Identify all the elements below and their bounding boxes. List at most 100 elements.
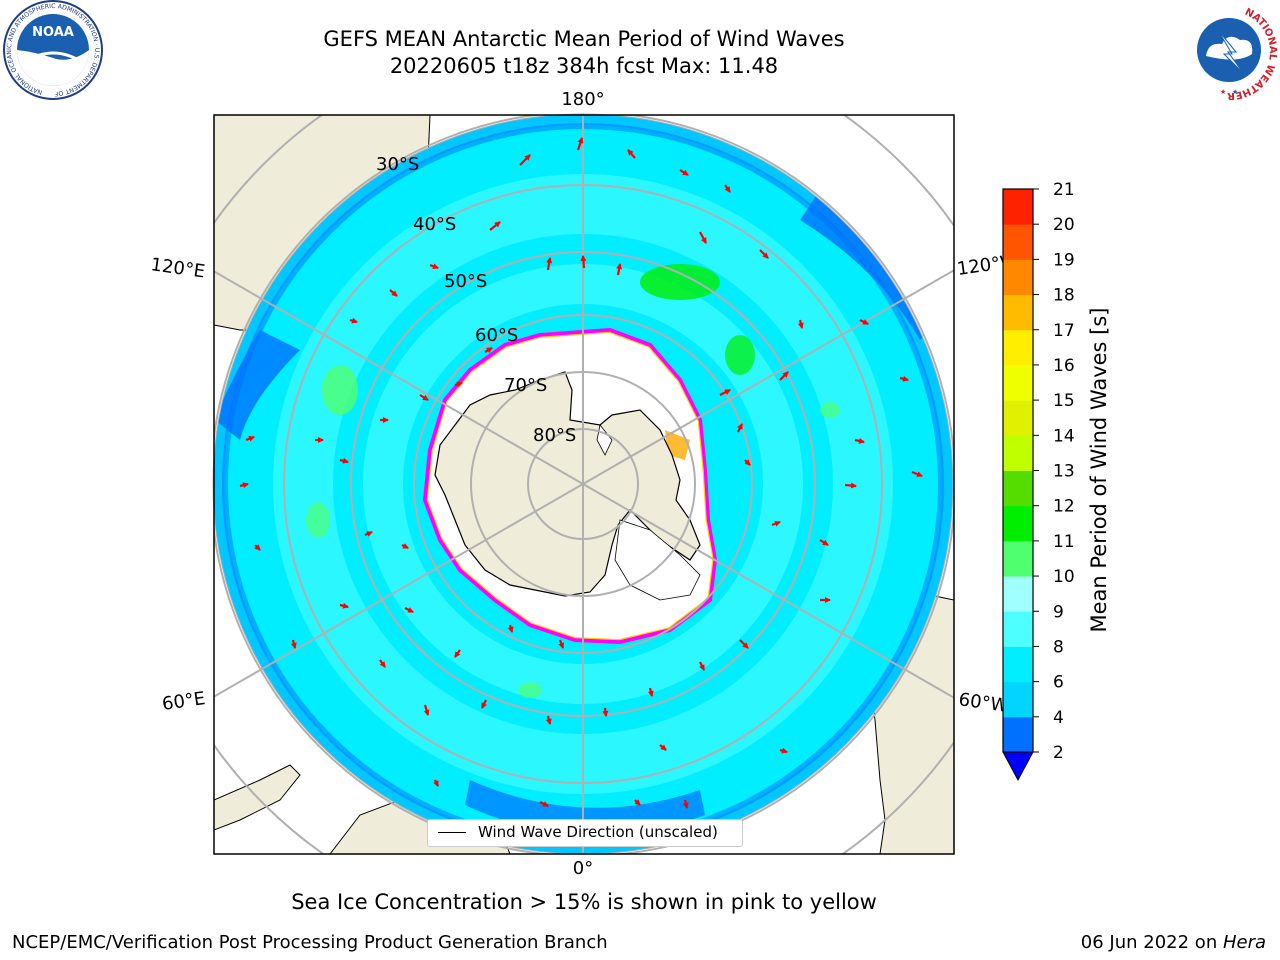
colorbar-tick-label: 19 — [1053, 250, 1075, 270]
noaa-logo: NATIONAL OCEANIC AND ATMOSPHERIC ADMINIS… — [0, 0, 103, 100]
wind-arrow — [679, 169, 689, 176]
wind-arrow — [779, 371, 789, 381]
wind-arrow — [616, 263, 623, 276]
colorbar-segment — [1003, 224, 1033, 260]
wind-arrow — [699, 661, 705, 671]
colorbar-segment — [1003, 611, 1033, 647]
wind-arrow — [389, 289, 398, 297]
wind-arrow — [899, 375, 909, 382]
wind-arrow — [719, 389, 731, 396]
svg-text:★: ★ — [1220, 88, 1226, 96]
graticule — [214, 115, 954, 854]
colorbar-tick-label: 8 — [1053, 637, 1064, 657]
colorbar-tick-label: 4 — [1053, 708, 1064, 728]
wind-arrow — [433, 779, 439, 787]
lat-label-30s: 30°S — [376, 154, 419, 175]
chart-title: GEFS MEAN Antarctic Mean Period of Wind … — [323, 27, 845, 51]
wind-arrow — [423, 704, 430, 716]
wind-arrow — [744, 459, 751, 466]
wind-arrow — [454, 381, 463, 388]
credit-text: NCEP/EMC/Verification Post Processing Pr… — [12, 932, 608, 953]
wind-arrow — [419, 394, 429, 401]
nws-logo: NATIONAL WEATHER SERVICE ★ ★ — [1178, 2, 1278, 100]
legend: Wind Wave Direction (unscaled) — [427, 819, 743, 847]
lon-label-60e: 60°E — [161, 688, 207, 715]
legend-line-swatch — [438, 832, 466, 833]
colorbar-segment — [1003, 294, 1033, 331]
colorbar-segment — [1003, 189, 1033, 225]
wind-arrow — [507, 624, 514, 633]
lon-label-0: 0° — [573, 858, 593, 879]
wind-arrow — [539, 801, 549, 807]
colorbar-segment — [1003, 576, 1033, 612]
noaa-logo-text: NOAA — [32, 25, 74, 40]
date-text: 06 Jun 2022 on — [1080, 932, 1223, 953]
wind-arrow — [454, 649, 461, 658]
wind-arrow — [254, 544, 261, 551]
colorbar-tick-label: 11 — [1053, 532, 1075, 552]
wind-arrow — [546, 257, 553, 271]
wind-arrow — [239, 482, 249, 489]
wind-arrow — [844, 482, 857, 489]
colorbar-tick-label: 16 — [1053, 356, 1075, 376]
colorbar-tick-label: 17 — [1053, 321, 1075, 341]
svg-text:★: ★ — [1232, 88, 1238, 96]
wind-arrow — [627, 149, 636, 159]
wind-arrow — [682, 799, 689, 809]
colorbar-segment — [1003, 716, 1033, 753]
wind-arrow — [245, 435, 255, 442]
colorbar-tick-label: 13 — [1053, 462, 1075, 482]
colorbar-segment — [1003, 540, 1033, 577]
lon-label-180: 180° — [561, 89, 604, 110]
machine-name: Hera — [1222, 932, 1266, 953]
colorbar-segment — [1003, 364, 1033, 401]
colorbar-extend-min — [1002, 751, 1034, 782]
wind-arrow — [771, 520, 781, 527]
colorbar-segment — [1003, 329, 1033, 366]
legend-label: Wind Wave Direction (unscaled) — [478, 823, 718, 841]
colorbar-segment — [1003, 435, 1033, 471]
colorbar-tick-label: 6 — [1053, 673, 1064, 693]
wind-arrow — [429, 263, 439, 270]
wind-arrow — [819, 539, 829, 546]
wind-arrow — [364, 530, 373, 537]
wind-arrow — [349, 317, 358, 324]
wind-arrow — [339, 602, 349, 609]
wind-arrow — [854, 437, 865, 444]
wind-direction-arrows — [239, 137, 923, 809]
wind-arrow — [911, 470, 923, 478]
land-antarctica — [434, 371, 701, 597]
colorbar-tick-label: 14 — [1053, 426, 1075, 446]
wind-arrow — [797, 319, 804, 329]
wind-arrow — [290, 639, 297, 649]
colorbar-tick-label: 20 — [1053, 215, 1075, 235]
wind-arrow — [519, 154, 531, 166]
wind-arrow — [759, 249, 769, 259]
colorbar-tick-label: 21 — [1053, 180, 1075, 200]
wind-arrow — [481, 699, 487, 709]
wind-arrow — [580, 255, 587, 269]
wind-arrow — [699, 231, 707, 244]
wind-arrow — [576, 137, 584, 151]
colorbar-segment — [1003, 681, 1033, 718]
wind-arrow — [779, 747, 788, 754]
wind-arrow — [739, 639, 749, 649]
wind-arrow — [484, 347, 493, 354]
colorbar-tick-label: 10 — [1053, 567, 1075, 587]
wind-arrow — [404, 607, 414, 613]
lat-label-40s: 40°S — [413, 214, 456, 235]
wind-arrow — [659, 744, 667, 751]
wind-arrow — [602, 707, 609, 717]
lon-label-60w: 60°W — [957, 689, 1009, 717]
colorbar-tick-label: 12 — [1053, 497, 1075, 517]
colorbar-tick-label: 15 — [1053, 391, 1075, 411]
wind-arrow — [401, 543, 409, 549]
wind-arrow — [379, 659, 386, 668]
date-stamp: 06 Jun 2022 on Hera — [1081, 932, 1266, 953]
lat-label-60s: 60°S — [475, 325, 518, 346]
wind-arrow — [634, 799, 641, 806]
colorbar-segment — [1003, 470, 1033, 507]
map-frame — [213, 114, 955, 855]
wind-arrow — [489, 221, 501, 231]
